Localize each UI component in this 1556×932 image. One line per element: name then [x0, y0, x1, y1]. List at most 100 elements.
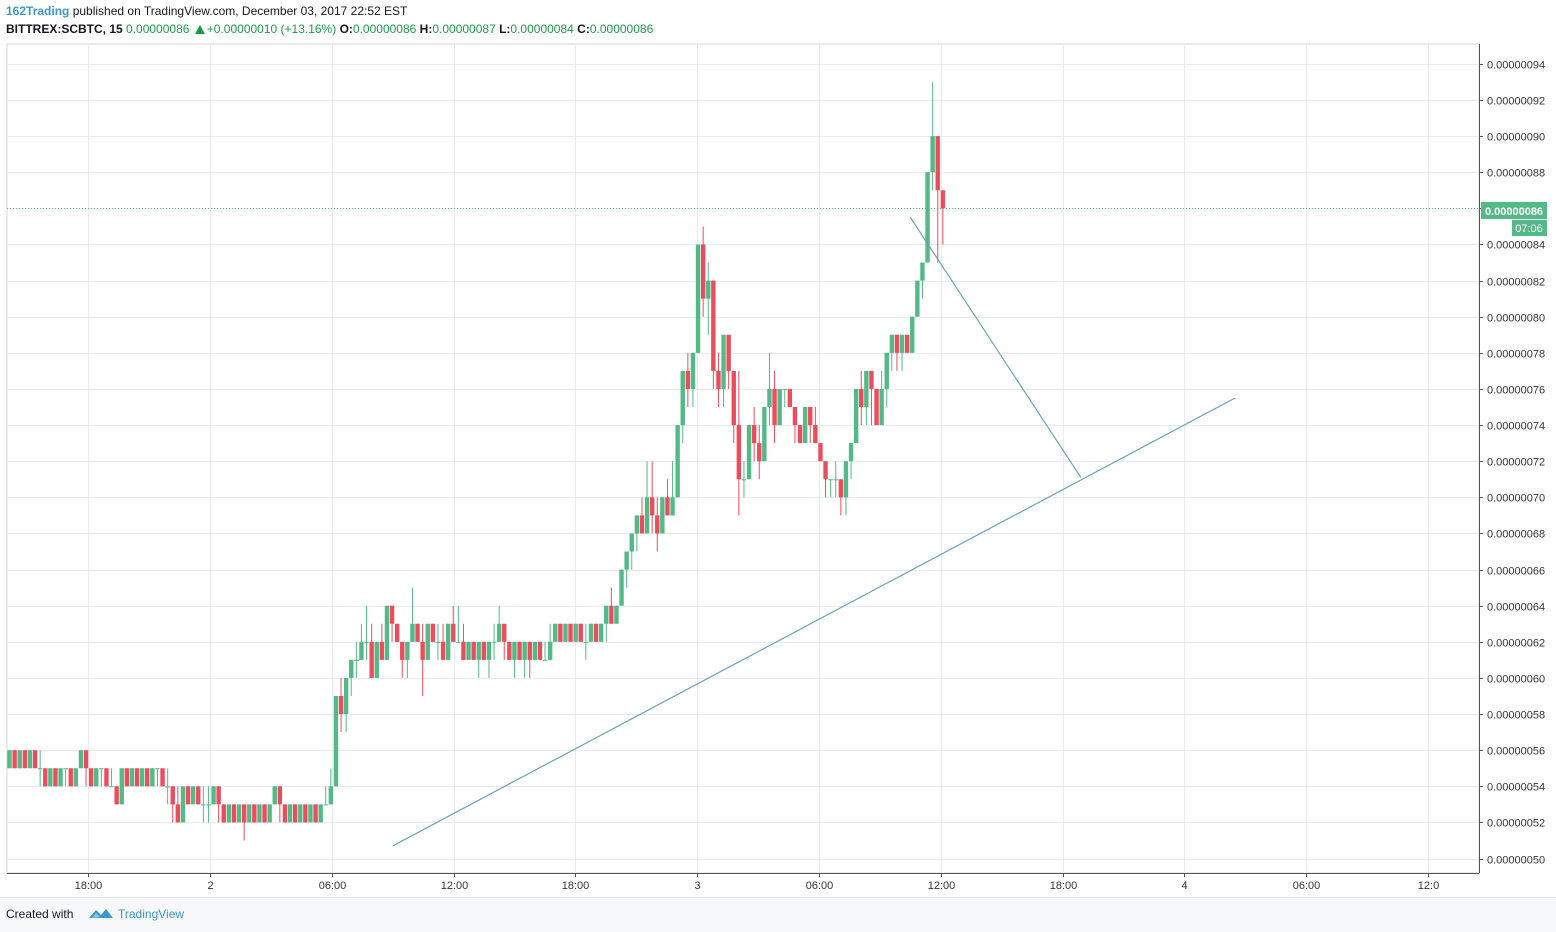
candle	[639, 497, 645, 534]
candle	[547, 623, 553, 660]
candle-body	[73, 768, 79, 787]
candle-body	[124, 768, 130, 787]
author-link[interactable]: 162Trading	[6, 4, 70, 18]
candle-body	[338, 696, 344, 715]
candle-body	[782, 388, 787, 390]
candle	[338, 677, 344, 733]
trend-lines[interactable]	[7, 208, 1479, 847]
candle-body	[644, 497, 650, 534]
candle	[27, 750, 33, 769]
candle	[685, 352, 691, 408]
candle-body	[588, 623, 594, 642]
candle	[716, 352, 721, 408]
candle	[456, 605, 461, 643]
candle-body	[787, 388, 793, 408]
candle	[206, 786, 211, 823]
footer: Created with TradingView	[0, 897, 1556, 932]
candle	[537, 641, 543, 660]
close-value: 0.00000086	[589, 22, 654, 36]
candle	[808, 407, 813, 444]
candle-body	[303, 804, 308, 823]
symbol-label[interactable]: BITTREX:SCBTC, 15	[6, 22, 123, 36]
candle-body	[257, 804, 262, 823]
candle-body	[155, 768, 160, 770]
candle	[655, 497, 660, 552]
trend-line-resistance[interactable]	[909, 217, 1082, 478]
axes: 0.00000050 0.00000052 0.00000054 0.00000056…	[7, 44, 1545, 892]
candle-body	[313, 804, 318, 823]
candle	[782, 388, 787, 408]
candle	[328, 768, 334, 805]
candlestick-chart[interactable]: 0.00000050 0.00000052 0.00000054 0.00000056…	[0, 0, 1556, 897]
candle-body	[491, 641, 497, 643]
candle	[711, 280, 716, 389]
candle	[68, 768, 73, 787]
candle	[665, 479, 670, 516]
candle-body	[746, 425, 752, 480]
candle-body	[68, 768, 73, 787]
candle	[466, 641, 471, 660]
candle	[706, 262, 711, 335]
candle	[517, 641, 522, 660]
candle	[802, 407, 808, 444]
price-badge-bg	[1481, 202, 1547, 219]
candle	[99, 768, 104, 787]
y-tick-label: 0.00000076	[1487, 385, 1545, 397]
candle	[496, 605, 502, 642]
candle-body	[53, 768, 58, 787]
candle-body	[32, 750, 38, 769]
candle-body	[777, 388, 782, 426]
candle	[553, 623, 558, 642]
candle	[568, 623, 573, 642]
tradingview-logo-icon[interactable]	[88, 906, 114, 920]
candle	[486, 641, 492, 678]
candle	[425, 623, 430, 660]
candle	[935, 136, 940, 263]
trend-line-support[interactable]	[392, 397, 1236, 847]
candle-body	[598, 623, 604, 642]
candle	[598, 623, 604, 642]
candle	[757, 425, 762, 480]
candle	[828, 479, 833, 498]
candle	[823, 461, 828, 498]
candle-body	[915, 280, 920, 317]
candle	[394, 623, 400, 642]
candle-body	[129, 768, 135, 787]
candle-body	[573, 623, 578, 642]
tradingview-link[interactable]: TradingView	[118, 907, 185, 921]
candle-body	[206, 804, 211, 806]
candle-body	[731, 370, 736, 426]
candle-body	[848, 443, 854, 462]
candle-body	[619, 569, 624, 606]
candle-body	[899, 334, 905, 353]
candle	[12, 750, 17, 769]
candle	[83, 750, 89, 787]
candle-body	[818, 443, 823, 462]
candle	[37, 750, 43, 787]
candle	[170, 786, 175, 823]
y-tick-label: 0.00000066	[1487, 566, 1545, 578]
candle-body	[675, 425, 680, 498]
candle-body	[430, 623, 436, 642]
candle	[695, 244, 701, 353]
candle-body	[374, 641, 379, 678]
candle-body	[201, 804, 206, 806]
candle-body	[451, 623, 456, 642]
candle	[741, 461, 747, 498]
candle-body	[604, 605, 609, 624]
candle-body	[537, 641, 543, 660]
x-tick-label: 12:00	[441, 880, 469, 892]
candle	[843, 461, 849, 516]
candle	[859, 370, 864, 426]
candle-body	[43, 768, 48, 787]
x-tick-label: 18:00	[75, 880, 103, 892]
candle	[134, 768, 140, 787]
candle-body	[405, 641, 410, 660]
candles	[7, 81, 946, 841]
candle-body	[593, 623, 599, 642]
y-tick-label: 0.00000064	[1487, 602, 1545, 614]
candle-body	[420, 641, 425, 660]
candle	[43, 768, 48, 787]
candle	[216, 786, 221, 823]
candle-body	[22, 750, 28, 769]
